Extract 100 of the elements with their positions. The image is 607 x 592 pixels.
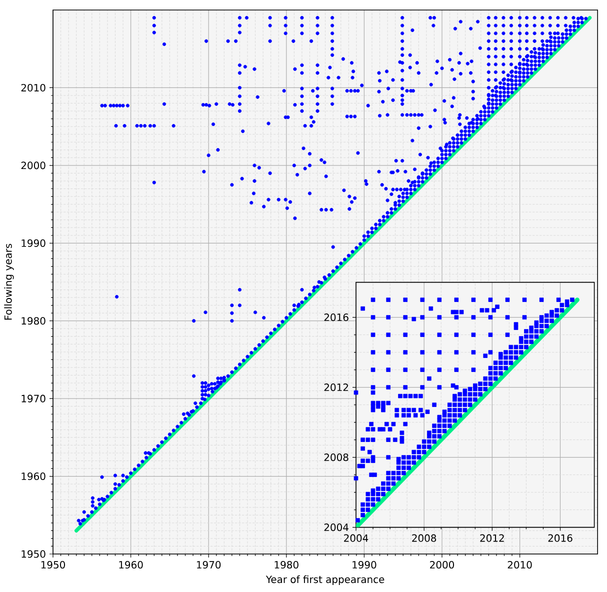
- y-axis-title: Following years: [4, 244, 14, 320]
- y-tick-label: 2012: [324, 384, 348, 392]
- point: [100, 475, 104, 479]
- y-tick-label: 1950: [22, 550, 46, 558]
- point: [200, 389, 204, 393]
- point: [312, 286, 316, 290]
- point: [403, 385, 408, 390]
- point: [437, 385, 442, 390]
- point: [488, 332, 493, 337]
- point: [90, 504, 94, 508]
- point: [403, 368, 408, 372]
- point: [505, 315, 510, 320]
- point: [488, 298, 493, 302]
- y-tick-label: 2016: [324, 314, 348, 322]
- point: [216, 380, 220, 384]
- point: [420, 298, 425, 302]
- point: [82, 510, 86, 514]
- point: [370, 298, 376, 302]
- point: [420, 350, 425, 354]
- y-tick-label: 1970: [22, 394, 46, 402]
- point: [204, 381, 208, 385]
- point: [370, 368, 376, 372]
- y-tick-label: 2008: [324, 454, 348, 462]
- point: [216, 376, 220, 380]
- y-tick-label: 1960: [22, 472, 46, 480]
- point: [370, 385, 376, 390]
- x-tick-label: 2012: [480, 534, 504, 542]
- point: [420, 368, 425, 372]
- x-tick-label: 1990: [352, 561, 376, 569]
- point: [420, 385, 425, 390]
- point: [370, 332, 376, 337]
- point: [386, 315, 390, 320]
- point: [420, 315, 425, 320]
- point: [213, 382, 217, 386]
- point: [113, 474, 118, 478]
- point: [206, 384, 210, 388]
- point: [454, 315, 459, 320]
- y-tick-label: 1980: [22, 317, 46, 325]
- point: [121, 474, 125, 478]
- x-tick-label: 1980: [274, 561, 298, 569]
- point: [210, 382, 214, 386]
- x-tick-label: 1960: [119, 561, 143, 569]
- x-tick-label: 1970: [197, 561, 221, 569]
- point: [420, 332, 425, 337]
- point: [454, 332, 459, 337]
- point: [505, 298, 510, 302]
- point: [471, 298, 476, 302]
- point: [437, 315, 442, 320]
- point: [200, 392, 204, 396]
- point: [522, 315, 527, 320]
- point: [90, 496, 94, 500]
- point: [90, 500, 94, 504]
- point: [505, 332, 510, 337]
- point: [454, 298, 459, 302]
- point: [200, 381, 204, 385]
- point: [206, 387, 210, 392]
- point: [370, 350, 376, 354]
- point: [386, 350, 390, 354]
- point: [76, 518, 80, 522]
- y-tick-label: 2000: [21, 162, 46, 170]
- x-tick-label: 2016: [548, 534, 572, 542]
- point: [471, 315, 476, 320]
- point: [386, 298, 390, 302]
- point: [97, 498, 101, 502]
- point: [210, 386, 214, 390]
- point: [200, 396, 204, 400]
- point: [144, 451, 148, 455]
- y-tick-label: 2010: [21, 84, 46, 92]
- x-tick-label: 1950: [41, 561, 66, 569]
- point: [471, 368, 476, 372]
- point: [437, 298, 442, 302]
- x-tick-label: 2000: [430, 561, 454, 569]
- point: [204, 392, 208, 396]
- point: [182, 412, 186, 416]
- point: [331, 245, 335, 249]
- point: [200, 385, 204, 389]
- point: [437, 332, 442, 337]
- point: [454, 350, 459, 354]
- point: [219, 376, 223, 380]
- point: [437, 350, 442, 354]
- point: [403, 315, 408, 320]
- point: [386, 368, 390, 372]
- point: [437, 368, 442, 372]
- point: [113, 482, 118, 486]
- point: [488, 315, 493, 320]
- y-tick-label: 1990: [22, 239, 46, 247]
- point: [194, 401, 198, 406]
- point: [539, 298, 544, 302]
- point: [522, 298, 527, 302]
- point: [454, 385, 459, 390]
- x-tick-label: 2010: [508, 561, 532, 569]
- point: [403, 350, 408, 354]
- point: [454, 368, 459, 372]
- x-tick-label: 2004: [344, 534, 368, 542]
- point: [556, 298, 561, 302]
- point: [386, 332, 390, 337]
- point: [204, 385, 208, 389]
- x-tick-label: 2008: [412, 534, 436, 542]
- x-axis-title: Year of first appearance: [266, 575, 384, 586]
- point: [370, 315, 376, 320]
